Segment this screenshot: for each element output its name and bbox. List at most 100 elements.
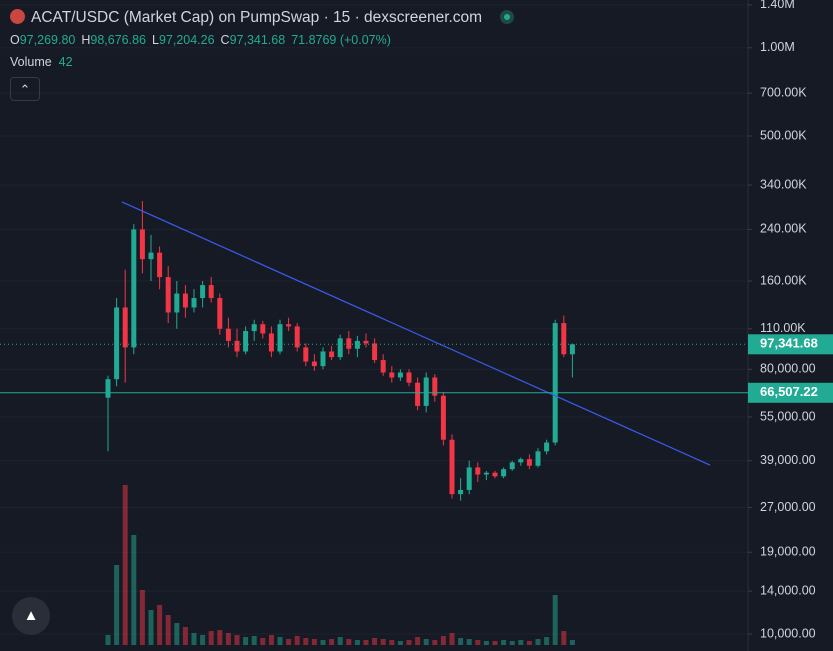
- candle-body: [389, 372, 395, 378]
- ohlc-key: H: [81, 33, 91, 47]
- volume-value: 42: [58, 55, 73, 69]
- y-tick-label: 27,000.00: [760, 500, 816, 514]
- ohlc-key: L: [151, 33, 159, 47]
- tv-logo[interactable]: ▲: [12, 597, 50, 635]
- y-tick-label: 80,000.00: [760, 362, 816, 376]
- volume-bar: [483, 641, 489, 645]
- y-tick-label: 160.00K: [760, 273, 807, 287]
- price-label: 66,507.22: [760, 384, 818, 399]
- candle-body: [380, 360, 386, 373]
- volume-bar: [561, 631, 567, 645]
- candle-body: [165, 277, 171, 313]
- volume-bar: [389, 640, 395, 645]
- volume-bar: [225, 633, 231, 645]
- candle-body: [475, 467, 481, 475]
- candle-body: [397, 372, 403, 378]
- candle-body: [329, 351, 335, 358]
- candle-body: [483, 472, 489, 475]
- candle-body: [372, 343, 378, 361]
- ohlc-row: O97,269.80 H98,676.86 L97,204.26 C97,341.68…: [10, 33, 391, 47]
- volume-bar: [174, 623, 180, 645]
- candle-body: [182, 293, 188, 308]
- candle-body: [191, 298, 197, 308]
- candle-body: [105, 379, 111, 398]
- candle-body: [415, 382, 421, 406]
- volume-bar: [251, 636, 257, 645]
- candle-body: [363, 340, 369, 344]
- candle-body: [114, 307, 120, 380]
- candle-body: [286, 324, 292, 327]
- candle-body: [243, 331, 249, 352]
- volume-bar: [397, 641, 403, 645]
- volume-bar: [432, 640, 438, 645]
- volume-bar: [217, 630, 223, 645]
- volume-bar: [191, 633, 197, 645]
- title-row: ACAT/USDC (Market Cap) on PumpSwap · 15 …: [10, 9, 515, 27]
- candle-body: [337, 338, 343, 358]
- volume-bar: [466, 639, 472, 645]
- volume-bar: [131, 535, 137, 645]
- volume-bar: [475, 640, 481, 645]
- candle-body: [458, 489, 464, 495]
- volume-bar: [320, 640, 326, 645]
- candle-body: [432, 377, 438, 396]
- volume-bar: [243, 637, 249, 645]
- candle-body: [518, 459, 524, 463]
- change: 71.8769 (+0.07%): [291, 33, 391, 47]
- candle-body: [122, 307, 128, 348]
- volume-bar: [372, 638, 378, 645]
- volume-bar: [260, 638, 266, 645]
- price-label: 97,341.68: [760, 336, 818, 351]
- volume-bar: [157, 605, 163, 645]
- candle-body: [294, 326, 300, 348]
- collapse-button[interactable]: ⌃: [10, 77, 40, 101]
- volume-bar: [346, 639, 352, 645]
- candle-body: [492, 472, 498, 477]
- y-tick-label: 55,000.00: [760, 409, 816, 423]
- volume-bar: [423, 639, 429, 645]
- candle-body: [251, 324, 257, 332]
- candle-body: [260, 324, 266, 334]
- y-tick-label: 10,000.00: [760, 626, 816, 640]
- volume-bar: [337, 637, 343, 645]
- candle-body: [423, 377, 429, 406]
- candle-body: [268, 333, 274, 352]
- status-dot: [500, 10, 515, 24]
- volume-bar: [303, 638, 309, 645]
- ohlc-key: O: [10, 33, 20, 47]
- ohlc-value: 97,269.80: [19, 33, 76, 47]
- volume-bar: [501, 640, 507, 645]
- candle-body: [303, 347, 309, 362]
- y-tick-label: 240.00K: [760, 222, 807, 236]
- volume-bar: [200, 635, 206, 645]
- volume-bar: [406, 640, 412, 645]
- candle-body: [466, 467, 472, 490]
- y-tick-label: 1.00M: [760, 40, 795, 54]
- volume-bar: [544, 637, 550, 645]
- candle-body: [509, 462, 515, 470]
- ohlc-value: 97,341.68: [229, 33, 286, 47]
- candle-body: [208, 285, 214, 299]
- volume-bar: [552, 595, 558, 645]
- volume-bar: [208, 631, 214, 645]
- candle-body: [535, 451, 541, 466]
- y-tick-label: 700.00K: [760, 85, 807, 99]
- chart-title: ACAT/USDC (Market Cap) on PumpSwap · 15 …: [31, 9, 483, 26]
- trendline: [121, 201, 711, 466]
- candle-body: [174, 293, 180, 313]
- candle-body: [320, 351, 326, 367]
- ohlc-value: 97,204.26: [158, 33, 215, 47]
- volume-bar: [286, 639, 292, 645]
- candle-body: [157, 252, 163, 278]
- volume-bar: [492, 641, 498, 645]
- candle-body: [440, 395, 446, 440]
- y-tick-label: 1.40M: [760, 0, 795, 11]
- volume-bar: [311, 639, 317, 645]
- volume-bar: [329, 639, 335, 645]
- candle-body: [544, 442, 550, 452]
- volume-row: Volume 42: [10, 55, 73, 69]
- volume-bar: [526, 641, 532, 645]
- volume-bar: [458, 638, 464, 645]
- candle-body: [131, 229, 137, 348]
